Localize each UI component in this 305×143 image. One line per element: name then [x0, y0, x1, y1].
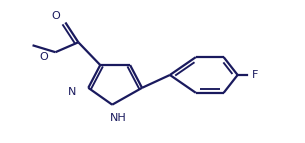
Text: F: F [252, 70, 258, 80]
Text: O: O [39, 52, 48, 62]
Text: N: N [68, 87, 77, 97]
Text: NH: NH [110, 113, 127, 123]
Text: O: O [51, 11, 60, 21]
